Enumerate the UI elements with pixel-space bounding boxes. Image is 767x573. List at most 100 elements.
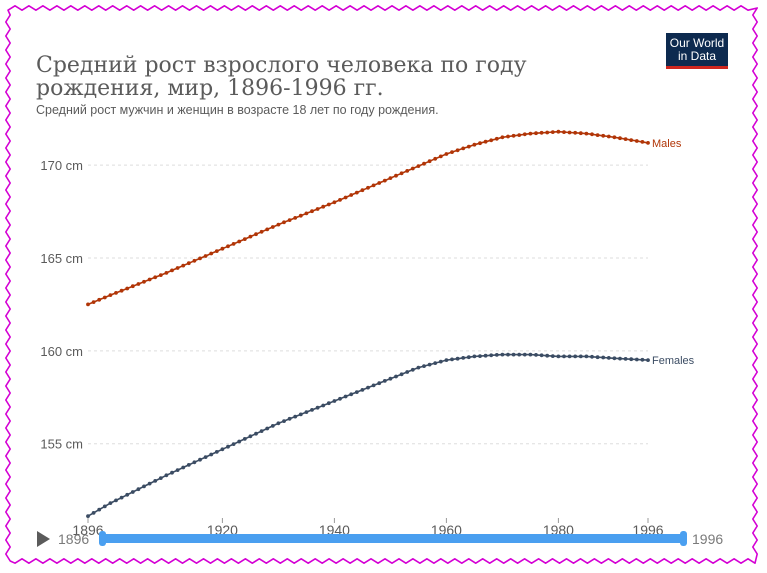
data-point-females bbox=[214, 450, 219, 454]
data-point-males bbox=[349, 193, 354, 197]
data-point-males bbox=[584, 131, 589, 136]
data-point-males bbox=[550, 130, 555, 135]
data-point-males bbox=[405, 169, 410, 173]
data-point-females bbox=[405, 370, 410, 374]
data-point-males bbox=[153, 275, 158, 280]
data-point-females bbox=[506, 352, 510, 357]
data-point-females bbox=[125, 492, 130, 497]
data-point-males bbox=[332, 200, 337, 205]
play-icon[interactable] bbox=[37, 531, 50, 547]
data-point-males bbox=[528, 131, 533, 136]
data-point-males bbox=[147, 277, 152, 282]
data-point-females bbox=[461, 356, 466, 360]
data-point-males bbox=[578, 131, 583, 136]
data-point-females bbox=[360, 388, 365, 392]
data-point-females bbox=[343, 394, 348, 399]
timeline-end-handle[interactable] bbox=[680, 531, 687, 546]
logo-line-1: Our World bbox=[669, 36, 725, 50]
data-point-females bbox=[646, 358, 650, 362]
data-point-females bbox=[248, 434, 253, 439]
data-point-males bbox=[410, 166, 415, 171]
data-point-females bbox=[259, 429, 264, 433]
data-point-males bbox=[377, 181, 382, 185]
data-point-females bbox=[634, 357, 639, 362]
data-point-females bbox=[584, 354, 589, 359]
data-point-males bbox=[198, 256, 202, 261]
data-point-males bbox=[444, 152, 449, 156]
data-point-females bbox=[545, 353, 550, 358]
data-point-males bbox=[517, 133, 522, 138]
data-point-females bbox=[130, 490, 135, 494]
timeline-track[interactable] bbox=[101, 534, 685, 543]
series-label-males: Males bbox=[652, 138, 682, 150]
data-point-females bbox=[170, 470, 174, 475]
data-point-females bbox=[315, 405, 320, 410]
y-tick-label: 160 cm bbox=[40, 344, 83, 359]
chart-subtitle: Средний рост мужчин и женщин в возрасте … bbox=[36, 103, 439, 117]
data-point-males bbox=[226, 244, 230, 249]
data-point-females bbox=[567, 354, 572, 359]
x-tick-label: 1896 bbox=[72, 522, 103, 538]
data-point-females bbox=[629, 357, 634, 362]
data-point-females bbox=[231, 442, 236, 446]
data-point-males bbox=[164, 271, 169, 275]
data-point-females bbox=[517, 352, 522, 357]
data-point-females bbox=[164, 473, 169, 478]
timeline-start-label: 1896 bbox=[58, 531, 90, 547]
data-point-males bbox=[136, 282, 141, 286]
data-point-females bbox=[175, 468, 180, 472]
data-point-females bbox=[321, 403, 326, 408]
data-point-males bbox=[97, 297, 102, 302]
data-point-males bbox=[461, 146, 466, 151]
data-point-females bbox=[416, 365, 421, 370]
data-point-males bbox=[489, 138, 494, 143]
data-point-males bbox=[511, 133, 516, 138]
data-point-males bbox=[601, 133, 606, 138]
data-point-males bbox=[209, 251, 214, 256]
data-point-males bbox=[254, 232, 258, 237]
data-point-males bbox=[360, 188, 365, 193]
data-point-females bbox=[562, 354, 566, 359]
data-point-males bbox=[522, 132, 527, 137]
data-point-females bbox=[595, 355, 600, 360]
data-point-males bbox=[270, 225, 275, 229]
data-point-males bbox=[343, 195, 348, 200]
data-point-males bbox=[310, 209, 314, 214]
data-point-males bbox=[293, 216, 298, 220]
data-point-females bbox=[242, 437, 247, 441]
data-point-males bbox=[354, 190, 359, 195]
data-point-females bbox=[382, 379, 387, 383]
data-point-males bbox=[506, 134, 510, 139]
data-point-females bbox=[528, 352, 533, 357]
data-point-males bbox=[287, 218, 292, 223]
data-point-males bbox=[472, 142, 477, 147]
data-point-females bbox=[494, 353, 499, 357]
series-label-females: Females bbox=[652, 355, 695, 367]
data-point-males bbox=[590, 132, 594, 137]
data-point-females bbox=[500, 352, 505, 357]
data-point-females bbox=[450, 357, 454, 362]
data-point-males bbox=[276, 222, 281, 227]
data-point-males bbox=[114, 291, 118, 295]
data-point-females bbox=[623, 357, 628, 361]
data-point-females bbox=[203, 455, 208, 459]
data-point-males bbox=[125, 286, 130, 291]
data-point-males bbox=[315, 207, 320, 211]
data-point-males bbox=[466, 144, 471, 149]
data-point-females bbox=[573, 354, 578, 359]
data-point-males bbox=[326, 202, 331, 207]
data-point-males bbox=[371, 183, 376, 188]
data-point-males bbox=[455, 148, 460, 153]
owid-logo[interactable]: Our World in Data bbox=[666, 33, 728, 69]
chart-title: Средний рост взрослого человека по году … bbox=[36, 53, 527, 101]
data-point-females bbox=[147, 481, 152, 486]
data-point-females bbox=[282, 419, 286, 423]
data-point-males bbox=[623, 137, 628, 142]
data-point-females bbox=[640, 357, 645, 362]
data-point-females bbox=[287, 416, 292, 421]
data-point-males bbox=[595, 133, 600, 138]
data-point-males bbox=[231, 242, 236, 246]
data-point-males bbox=[181, 263, 186, 268]
timeline-start-handle[interactable] bbox=[99, 531, 106, 546]
data-point-females bbox=[158, 476, 163, 480]
